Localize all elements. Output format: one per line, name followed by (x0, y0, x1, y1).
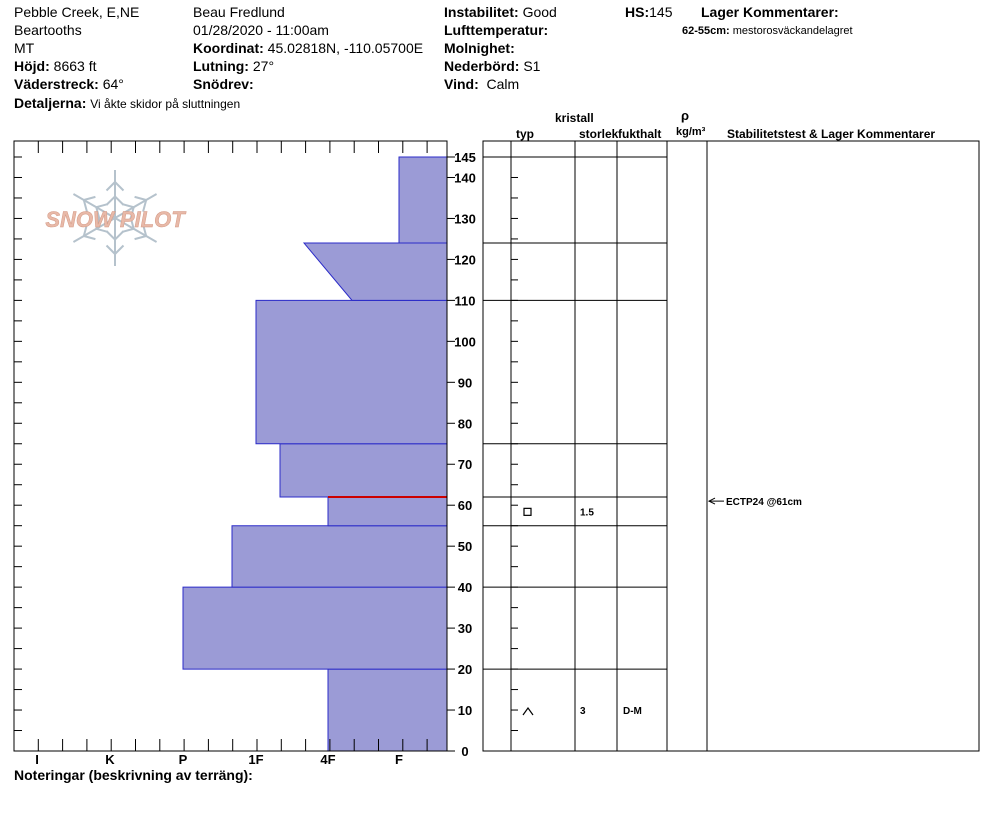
flake-branch (134, 195, 147, 201)
wind: Vind: Calm (444, 76, 520, 92)
flake-arm (114, 217, 158, 243)
flake-branch (114, 181, 125, 192)
logo-text: SNOW PILOT (45, 207, 186, 232)
stability-test-arrowhead (707, 497, 716, 505)
flake-branch (114, 230, 125, 241)
flake-branch (96, 227, 109, 233)
observer: Beau Fredlund (193, 4, 285, 20)
ytick-label-30: 30 (458, 621, 472, 636)
state: MT (14, 40, 35, 56)
flake-branch (129, 206, 135, 220)
flake-branch (114, 244, 125, 255)
stability: Instabilitet: Good (444, 4, 557, 20)
layer-comments-label: Lager Kommentarer: (701, 4, 839, 20)
col-rho: ρ (681, 108, 690, 123)
flake-branch (142, 199, 148, 212)
hardness-profile (182, 156, 448, 752)
hardness-label-P: P (179, 752, 188, 767)
ytick-label-100: 100 (454, 334, 476, 349)
elevation: Höjd: 8663 ft (14, 58, 97, 74)
ytick-label-70: 70 (458, 457, 472, 472)
ytick-label-90: 90 (458, 375, 472, 390)
crystal-size-0: 3 (580, 706, 586, 717)
crystal-size-3: 1.5 (580, 507, 594, 518)
slope: Lutning: 27° (193, 58, 275, 74)
col-type: typ (516, 127, 534, 141)
hardness-label-I: I (35, 752, 39, 767)
col-crystal: kristall (555, 111, 594, 125)
ytick-label-20: 20 (458, 662, 472, 677)
crystal-symbol-3 (523, 507, 532, 516)
flake-branch (82, 199, 88, 212)
hardness-label-K: K (105, 752, 115, 767)
ytick-label-110: 110 (455, 293, 476, 308)
ytick-label-10: 10 (458, 703, 472, 718)
flake-branch (105, 181, 116, 192)
precipitation: Nederbörd: S1 (444, 58, 541, 74)
flake-branch (121, 227, 134, 233)
col-stability: Stabilitetstest & Lager Kommentarer (727, 127, 936, 141)
profile-layer-3 (327, 496, 448, 527)
snow-drift: Snödrev: (193, 76, 254, 92)
profile-layer-0 (327, 668, 448, 752)
mountain-range: Beartooths (14, 22, 82, 38)
flake-branch (105, 230, 116, 241)
ytick-label-140: 140 (454, 170, 476, 185)
location: Pebble Creek, E,NE (14, 4, 140, 20)
profile-layer-5 (255, 299, 448, 445)
table-frame (482, 140, 980, 752)
flake-branch (105, 195, 116, 206)
flake-branch (121, 203, 134, 209)
coordinates: Koordinat: 45.02818N, -110.05700E (193, 40, 424, 56)
flake-branch (129, 216, 135, 230)
ytick-label-120: 120 (454, 252, 476, 267)
snowpilot-logo: SNOW PILOT (45, 170, 186, 266)
ytick-label-60: 60 (458, 498, 472, 513)
footer-notes-label: Noteringar (beskrivning av terräng): (14, 767, 253, 783)
crystal-symbol-0 (522, 707, 534, 716)
ytick-label-145: 145 (454, 150, 476, 165)
col-size: storlek (579, 127, 619, 141)
profile-frame (13, 140, 448, 752)
flake-branch (105, 244, 116, 255)
snow-height: HS:145 (625, 4, 673, 20)
flake-branch (95, 216, 101, 230)
datetime: 01/28/2020 - 11:00am (193, 22, 329, 38)
aspect: Väderstreck: 64° (14, 76, 124, 92)
profile-layer-2 (231, 525, 448, 588)
flake-branch (95, 206, 101, 220)
ytick-label-0: 0 (461, 744, 468, 759)
flake-branch (82, 224, 88, 237)
stability-test-label: ECTP24 @61cm (726, 497, 802, 508)
flake-arm (72, 217, 116, 243)
ytick-label-80: 80 (458, 416, 472, 431)
ytick-label-50: 50 (458, 539, 472, 554)
hardness-label-4F: 4F (320, 752, 335, 767)
flake-arm (114, 193, 158, 219)
details: Detaljerna: Vi åkte skidor på sluttninge… (14, 95, 241, 111)
flake-arm (72, 193, 116, 219)
col-moisture: fukthalt (618, 127, 662, 141)
flake-branch (114, 195, 125, 206)
profile-layer-1 (182, 586, 448, 670)
layer-comment: 62-55cm: mestorosväckandelagret (682, 25, 853, 37)
flake-branch (83, 195, 96, 201)
ytick-label-130: 130 (454, 211, 476, 226)
flake-branch (96, 203, 109, 209)
hardness-label-F: F (395, 752, 403, 767)
layer-table: 3 D-M 1.5 ECTP24 @61cm (482, 140, 980, 752)
profile-layer-7 (398, 156, 448, 244)
flake-branch (142, 224, 148, 237)
air-temperature: Lufttemperatur: (444, 22, 549, 38)
col-density-unit: kg/m³ (676, 126, 706, 138)
flake-branch (83, 235, 96, 241)
moisture-0: D-M (623, 706, 642, 717)
flake-branch (134, 235, 147, 241)
ytick-label-40: 40 (458, 580, 472, 595)
cloud-cover: Molnighet: (444, 40, 515, 56)
hardness-label-1F: 1F (248, 752, 263, 767)
profile-layer-4 (279, 443, 448, 498)
profile-layer-6 (302, 242, 448, 301)
